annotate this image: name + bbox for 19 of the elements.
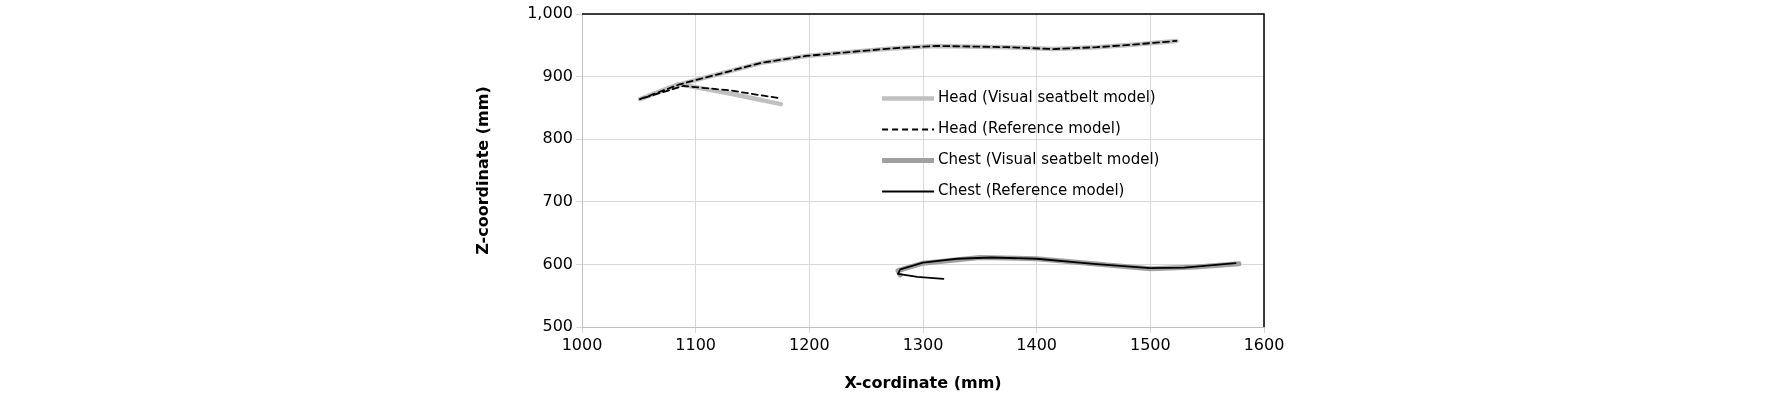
legend-label: Chest (Visual seatbelt model) bbox=[938, 150, 1160, 169]
x-tick-label: 1500 bbox=[1129, 334, 1171, 354]
y-tick-label: 600 bbox=[542, 253, 573, 273]
x-tick-label: 1000 bbox=[561, 334, 603, 354]
y-tick-label: 900 bbox=[542, 65, 573, 85]
x-tick-label: 1400 bbox=[1016, 334, 1058, 354]
legend-label: Head (Reference model) bbox=[938, 119, 1121, 138]
y-tick-label: 800 bbox=[542, 128, 573, 148]
y-tick-label: 1,000 bbox=[527, 3, 573, 23]
y-axis-title: Z-coordinate (mm) bbox=[472, 86, 492, 255]
legend-label: Chest (Reference model) bbox=[938, 181, 1125, 200]
x-tick-label: 1200 bbox=[788, 334, 830, 354]
x-axis-title: X-cordinate (mm) bbox=[844, 372, 1002, 392]
x-tick-label: 1600 bbox=[1243, 334, 1285, 354]
legend-label: Head (Visual seatbelt model) bbox=[938, 88, 1156, 107]
x-tick-label: 1300 bbox=[902, 334, 944, 354]
x-tick-label: 1100 bbox=[675, 334, 717, 354]
y-tick-label: 700 bbox=[542, 190, 573, 210]
y-tick-label: 500 bbox=[542, 316, 573, 336]
